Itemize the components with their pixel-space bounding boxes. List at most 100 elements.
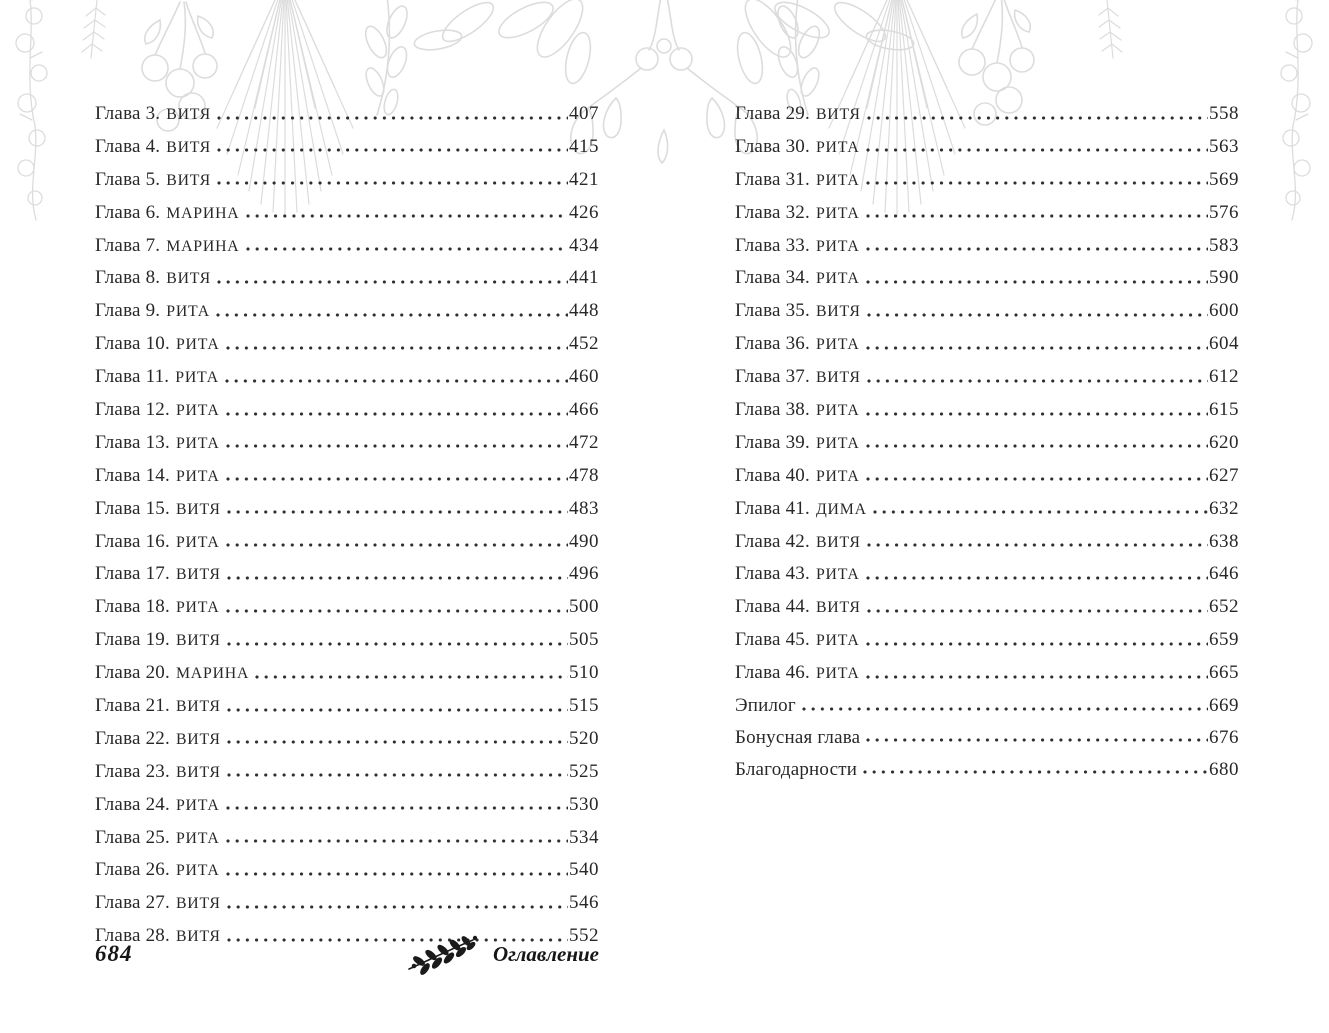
toc-entry[interactable]: Глава 6. МАРИНА 426 xyxy=(95,202,599,225)
dot-leader xyxy=(860,267,1209,290)
toc-entry-page: 546 xyxy=(569,892,599,914)
toc-entry[interactable]: Глава 28. ВИТЯ 552 xyxy=(95,925,599,948)
toc-entry-page: 496 xyxy=(569,563,599,585)
berry-string-left-icon xyxy=(15,0,48,221)
toc-entry[interactable]: Глава 11. РИТА 460 xyxy=(95,366,599,389)
toc-entry[interactable]: Глава 21. ВИТЯ 515 xyxy=(95,695,599,718)
toc-entry[interactable]: Бонусная глава 676 xyxy=(735,727,1239,749)
toc-column-right: Глава 29. ВИТЯ 558 Глава 30. РИТА 563 Гл… xyxy=(735,103,1239,791)
toc-entry[interactable]: Глава 32. РИТА 576 xyxy=(735,202,1239,225)
toc-entry[interactable]: Глава 46. РИТА 665 xyxy=(735,662,1239,685)
toc-entry[interactable]: Благодарности 680 xyxy=(735,759,1239,781)
toc-entry-chapter: Глава 38. xyxy=(735,399,810,421)
toc-entry-chapter: Глава 6. xyxy=(95,201,161,223)
footer-section: Оглавление xyxy=(405,933,599,975)
dot-leader xyxy=(860,432,1209,455)
toc-entry-page: 515 xyxy=(569,695,599,717)
toc-entry[interactable]: Глава 23. ВИТЯ 525 xyxy=(95,761,599,784)
toc-entry[interactable]: Глава 24. РИТА 530 xyxy=(95,794,599,817)
toc-entry-page: 632 xyxy=(1209,497,1239,519)
toc-entry[interactable]: Глава 34. РИТА 590 xyxy=(735,267,1239,290)
toc-entry-page: 569 xyxy=(1209,168,1239,190)
toc-entry[interactable]: Глава 41. ДИМА 632 xyxy=(735,498,1239,521)
toc-entry[interactable]: Глава 3. ВИТЯ 407 xyxy=(95,103,599,126)
toc-entry-chapter: Глава 37. xyxy=(735,366,810,388)
toc-entry[interactable]: Глава 8. ВИТЯ 441 xyxy=(95,267,599,290)
toc-entry-name: ВИТЯ xyxy=(175,698,221,716)
toc-entry-page: 466 xyxy=(569,399,599,421)
toc-entry[interactable]: Глава 42. ВИТЯ 638 xyxy=(735,531,1239,554)
toc-entry[interactable]: Глава 30. РИТА 563 xyxy=(735,136,1239,159)
toc-entry-name: ВИТЯ xyxy=(166,138,211,156)
toc-entry-chapter: Глава 7. xyxy=(95,234,161,256)
toc-entry-name: МАРИНА xyxy=(166,204,240,222)
toc-entry-name: РИТА xyxy=(166,303,210,321)
toc-entry-page: 472 xyxy=(569,431,599,453)
toc-entry-name: ВИТЯ xyxy=(166,106,211,123)
toc-entry-name: РИТА xyxy=(815,467,860,485)
toc-entry-name: ВИТЯ xyxy=(815,533,861,551)
toc-entry[interactable]: Глава 31. РИТА 569 xyxy=(735,169,1239,192)
toc-entry-name: РИТА xyxy=(815,632,860,650)
toc-entry[interactable]: Глава 40. РИТА 627 xyxy=(735,465,1239,488)
dot-leader xyxy=(211,103,569,126)
dot-leader xyxy=(221,498,569,521)
toc-entry[interactable]: Глава 35. ВИТЯ 600 xyxy=(735,300,1239,323)
toc-entry[interactable]: Глава 37. ВИТЯ 612 xyxy=(735,366,1239,389)
toc-entry[interactable]: Глава 25. РИТА 534 xyxy=(95,827,599,850)
toc-entry-chapter: Глава 40. xyxy=(735,464,810,486)
toc-entry[interactable]: Эпилог 669 xyxy=(735,695,1239,717)
toc-entry[interactable]: Глава 15. ВИТЯ 483 xyxy=(95,498,599,521)
dot-leader xyxy=(220,399,569,422)
toc-entry[interactable]: Глава 22. ВИТЯ 520 xyxy=(95,728,599,751)
toc-entry[interactable]: Глава 38. РИТА 615 xyxy=(735,399,1239,422)
toc-entry-name: ВИТЯ xyxy=(175,730,221,748)
toc-entry[interactable]: Глава 20. МАРИНА 510 xyxy=(95,662,599,685)
toc-entry-name: РИТА xyxy=(175,369,219,387)
toc-entry-chapter: Глава 45. xyxy=(735,629,810,651)
cedar-twig-left-icon xyxy=(81,0,106,59)
toc-entry[interactable]: Глава 27. ВИТЯ 546 xyxy=(95,892,599,915)
toc-entry[interactable]: Глава 18. РИТА 500 xyxy=(95,596,599,619)
toc-entry[interactable]: Глава 12. РИТА 466 xyxy=(95,399,599,422)
toc-entry[interactable]: Глава 44. ВИТЯ 652 xyxy=(735,596,1239,619)
toc-entry[interactable]: Глава 13. РИТА 472 xyxy=(95,432,599,455)
footer-section-title: Оглавление xyxy=(492,941,599,966)
toc-entry[interactable]: Глава 10. РИТА 452 xyxy=(95,333,599,356)
toc-entry-page: 525 xyxy=(569,760,599,782)
dot-leader xyxy=(220,827,569,850)
toc-entry-page: 421 xyxy=(569,168,599,190)
toc-entry[interactable]: Глава 7. МАРИНА 434 xyxy=(95,235,599,258)
toc-entry[interactable]: Глава 14. РИТА 478 xyxy=(95,465,599,488)
toc-entry-chapter: Глава 19. xyxy=(95,629,170,651)
toc-entry[interactable]: Глава 36. РИТА 604 xyxy=(735,333,1239,356)
toc-entry-name: ВИТЯ xyxy=(815,599,861,617)
toc-entry[interactable]: Глава 19. ВИТЯ 505 xyxy=(95,629,599,652)
sprig-icon xyxy=(408,935,477,975)
toc-entry[interactable]: Глава 9. РИТА 448 xyxy=(95,300,599,323)
toc-entry-chapter: Глава 20. xyxy=(95,662,170,684)
toc-entry[interactable]: Глава 39. РИТА 620 xyxy=(735,432,1239,455)
dot-leader xyxy=(221,629,569,652)
toc-entry[interactable]: Глава 16. РИТА 490 xyxy=(95,531,599,554)
dot-leader xyxy=(860,136,1209,159)
toc-entry-page: 530 xyxy=(569,793,599,815)
toc-entry[interactable]: Глава 45. РИТА 659 xyxy=(735,629,1239,652)
toc-entry[interactable]: Глава 33. РИТА 583 xyxy=(735,235,1239,258)
toc-entry[interactable]: Глава 43. РИТА 646 xyxy=(735,563,1239,586)
dot-leader xyxy=(221,728,569,751)
toc-entry-name: РИТА xyxy=(815,566,860,584)
toc-entry-name: РИТА xyxy=(175,336,220,354)
dot-leader xyxy=(796,695,1209,717)
toc-entry[interactable]: Глава 5. ВИТЯ 421 xyxy=(95,169,599,192)
toc-entry[interactable]: Глава 26. РИТА 540 xyxy=(95,859,599,882)
toc-entry-name: ВИТЯ xyxy=(166,171,211,189)
toc-entry[interactable]: Глава 29. ВИТЯ 558 xyxy=(735,103,1239,126)
toc-column-left: Глава 3. ВИТЯ 407 Глава 4. ВИТЯ 415 Глав… xyxy=(95,103,599,958)
toc-entry[interactable]: Глава 4. ВИТЯ 415 xyxy=(95,136,599,159)
toc-entry-page: 676 xyxy=(1209,726,1239,748)
toc-entry[interactable]: Глава 17. ВИТЯ 496 xyxy=(95,563,599,586)
toc-entry-chapter: Глава 25. xyxy=(95,826,170,848)
toc-entry-chapter: Глава 24. xyxy=(95,793,170,815)
toc-entry-chapter: Глава 14. xyxy=(95,464,170,486)
